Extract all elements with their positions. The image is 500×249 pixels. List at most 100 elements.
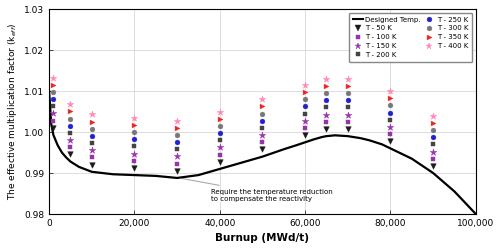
Point <box>344 84 352 88</box>
Point <box>322 113 330 117</box>
Point <box>130 159 138 163</box>
Point <box>344 91 352 95</box>
Point <box>386 132 394 136</box>
Point <box>344 77 352 81</box>
Point <box>173 154 181 158</box>
Point <box>173 162 181 166</box>
Point <box>216 145 224 149</box>
Point <box>216 160 224 164</box>
Point <box>258 97 266 101</box>
Point <box>322 120 330 124</box>
Point <box>88 134 96 138</box>
Point <box>173 126 181 130</box>
Point <box>429 135 437 139</box>
Point <box>322 127 330 131</box>
Point <box>66 102 74 106</box>
Point <box>301 112 309 116</box>
Point <box>130 144 138 148</box>
Point <box>258 112 266 116</box>
Point <box>66 138 74 142</box>
Point <box>50 119 58 123</box>
Point <box>216 131 224 135</box>
Point <box>216 110 224 114</box>
Point <box>173 119 181 123</box>
Point <box>50 90 58 94</box>
Point <box>258 133 266 137</box>
Point <box>322 77 330 81</box>
Point <box>429 121 437 125</box>
Point <box>301 104 309 108</box>
Point <box>88 163 96 167</box>
Point <box>66 117 74 121</box>
Point <box>429 157 437 161</box>
Point <box>130 116 138 120</box>
Point <box>173 147 181 151</box>
Point <box>173 169 181 173</box>
Point <box>66 124 74 128</box>
Point <box>258 119 266 123</box>
Point <box>216 124 224 128</box>
Point <box>88 155 96 159</box>
Point <box>386 96 394 100</box>
Point <box>344 98 352 102</box>
X-axis label: Burnup (MWd/t): Burnup (MWd/t) <box>216 234 310 244</box>
Point <box>130 123 138 127</box>
Point <box>66 109 74 113</box>
Point <box>50 126 58 130</box>
Point <box>258 126 266 130</box>
Legend: Designed Temp., T - 50 K, T - 100 K, T - 150 K, T - 200 K, T - 250 K, T - 300 K,: Designed Temp., T - 50 K, T - 100 K, T -… <box>348 12 472 62</box>
Point <box>344 113 352 117</box>
Point <box>386 118 394 122</box>
Point <box>429 164 437 168</box>
Point <box>216 138 224 142</box>
Point <box>258 104 266 108</box>
Point <box>216 117 224 121</box>
Point <box>88 127 96 131</box>
Point <box>66 145 74 149</box>
Point <box>216 153 224 157</box>
Point <box>429 128 437 132</box>
Point <box>386 111 394 115</box>
Point <box>173 140 181 144</box>
Point <box>50 104 58 108</box>
Point <box>344 105 352 109</box>
Point <box>130 152 138 156</box>
Point <box>386 103 394 107</box>
Point <box>50 75 58 79</box>
Point <box>50 111 58 115</box>
Point <box>173 133 181 137</box>
Point <box>429 149 437 153</box>
Point <box>429 142 437 146</box>
Point <box>322 98 330 102</box>
Point <box>66 131 74 135</box>
Point <box>301 126 309 130</box>
Point <box>322 84 330 88</box>
Text: Require the temperature reduction
to compensate the reactivity: Require the temperature reduction to com… <box>182 179 333 202</box>
Point <box>386 139 394 143</box>
Point <box>322 91 330 95</box>
Point <box>258 147 266 151</box>
Point <box>50 83 58 87</box>
Point <box>88 148 96 152</box>
Point <box>429 114 437 118</box>
Point <box>130 130 138 134</box>
Point <box>322 105 330 109</box>
Point <box>130 137 138 141</box>
Point <box>50 97 58 101</box>
Point <box>386 89 394 93</box>
Point <box>258 140 266 144</box>
Point <box>301 83 309 87</box>
Point <box>301 133 309 137</box>
Point <box>88 112 96 116</box>
Point <box>301 90 309 94</box>
Point <box>301 97 309 101</box>
Point <box>130 166 138 170</box>
Point <box>344 127 352 131</box>
Point <box>88 141 96 145</box>
Y-axis label: The effective multiplication factor (k$_{eff}$): The effective multiplication factor (k$_… <box>6 23 18 200</box>
Point <box>66 152 74 156</box>
Point <box>386 125 394 129</box>
Point <box>344 120 352 124</box>
Point <box>88 120 96 124</box>
Point <box>301 119 309 123</box>
